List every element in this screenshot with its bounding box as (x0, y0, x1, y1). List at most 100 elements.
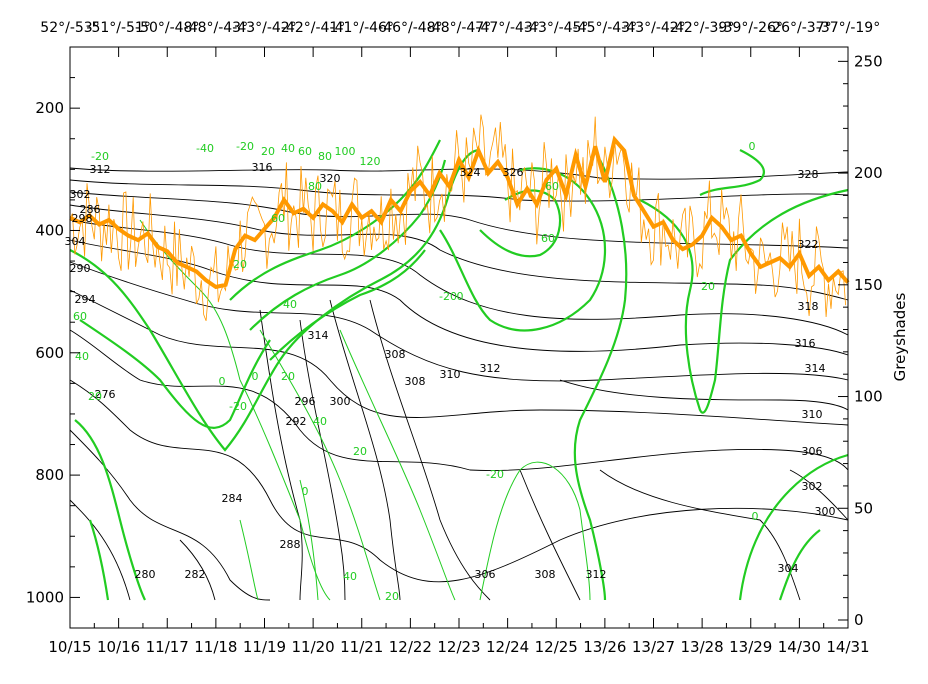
black-contour-label: 316 (795, 337, 816, 350)
green-contour-label: 0 (219, 375, 226, 388)
green-contour-label: 20 (233, 258, 247, 271)
green-contour-label: 40 (343, 570, 357, 583)
bottom-tick-label: 11/18 (194, 638, 237, 656)
green-contour-19 (479, 461, 591, 601)
bottom-tick-label: 12/24 (486, 638, 529, 656)
black-contour-16 (329, 299, 401, 601)
thick-orange-series (69, 135, 850, 290)
left-tick-label: 1000 (26, 588, 64, 606)
green-contour-label: 20 (281, 370, 295, 383)
black-contour-label: 302 (802, 480, 823, 493)
top-tick-label: -50°/-48° (135, 20, 199, 36)
black-contour-label: 282 (185, 568, 206, 581)
green-contour-5 (229, 139, 441, 301)
right-tick-label: 200 (854, 164, 883, 182)
green-contour-10 (573, 159, 628, 601)
bottom-tick-label: 11/19 (243, 638, 286, 656)
black-contour-21 (559, 379, 849, 411)
green-contour-label: -20 (236, 140, 254, 153)
left-tick-label: 800 (35, 466, 64, 484)
bottom-tick-label: 10/16 (97, 638, 140, 656)
black-contour-label: 306 (475, 568, 496, 581)
black-contour-label: 288 (280, 538, 301, 551)
bottom-tick-label: 11/20 (292, 638, 335, 656)
green-contour-label: 20 (353, 445, 367, 458)
green-contour-13 (738, 453, 849, 601)
black-contour-17 (369, 299, 491, 601)
black-contour-label: 322 (798, 238, 819, 251)
green-contour-label: 20 (385, 590, 399, 603)
black-contour-10 (69, 379, 849, 583)
green-contour-label: 60 (73, 310, 87, 323)
green-contour-1 (69, 148, 481, 452)
black-contour-label: 312 (586, 568, 607, 581)
black-contour-18 (519, 469, 581, 601)
green-contour-label: 20 (261, 145, 275, 158)
black-contour-label: 324 (460, 166, 481, 179)
bottom-tick-label: 12/22 (389, 638, 432, 656)
top-tick-label: -51°/-51° (86, 20, 150, 36)
black-contour-label: 304 (778, 562, 799, 575)
black-contour-label: 304 (65, 235, 86, 248)
black-contour-label: 326 (503, 166, 524, 179)
right-axis-title: Greyshades (891, 292, 909, 381)
bottom-tick-label: 14/31 (826, 638, 869, 656)
black-contour-label: 312 (480, 362, 501, 375)
black-contour-label: 292 (286, 415, 307, 428)
black-contour-label: 290 (70, 262, 91, 275)
top-tick-label: -45°/-43° (573, 20, 637, 36)
top-tick-label: -43°/-42° (232, 20, 296, 36)
black-contour-label: 310 (440, 368, 461, 381)
left-tick-label: 400 (35, 221, 64, 239)
black-contours (69, 167, 849, 601)
green-contour-label: 120 (360, 155, 381, 168)
green-contour-12 (699, 149, 765, 196)
green-contour-20 (239, 519, 259, 601)
black-contour-20 (789, 469, 849, 521)
green-contour-21 (299, 479, 319, 601)
black-contour-label: 310 (802, 408, 823, 421)
green-contour-label: 40 (313, 415, 327, 428)
green-contour-4 (88, 519, 110, 601)
left-axis: 200 400 600 800 1000 (26, 77, 80, 629)
top-tick-label: -43°/-45° (524, 20, 588, 36)
green-contour-label: 20 (88, 390, 102, 403)
black-contour-label: 314 (805, 362, 826, 375)
green-contour-2 (79, 319, 271, 429)
black-contour-4 (69, 204, 849, 301)
black-contour-11 (69, 429, 271, 601)
black-contour-label: 280 (135, 568, 156, 581)
bottom-tick-label: 12/23 (437, 638, 480, 656)
green-contour-8 (439, 167, 606, 332)
green-contour-label: 0 (457, 290, 464, 303)
green-contour-label: -20 (91, 150, 109, 163)
right-tick-label: 250 (854, 52, 883, 70)
black-contour-label: 300 (330, 395, 351, 408)
black-contour-label: 328 (798, 168, 819, 181)
green-contour-label: 0 (752, 510, 759, 523)
black-contour-label: 276 (95, 388, 116, 401)
left-tick-label: 600 (35, 344, 64, 362)
green-contour-label: 80 (308, 180, 322, 193)
green-contour-label: 0 (302, 485, 309, 498)
green-contour-7 (269, 249, 426, 361)
green-contour-label: 40 (283, 298, 297, 311)
green-contour-label: 0 (252, 370, 259, 383)
green-contour-label: 20 (701, 280, 715, 293)
top-tick-label: -26°/-37° (767, 20, 831, 36)
black-contour-9 (69, 329, 849, 471)
black-contour-12 (69, 499, 131, 601)
green-contour-label: 60 (271, 212, 285, 225)
right-axis: 0 50 100 150 200 250 (838, 52, 883, 629)
bottom-axis: 10/15 10/16 11/17 11/18 11/19 11/20 11/21 12/22… (48, 618, 870, 656)
top-tick-label: -46°/-48° (378, 20, 442, 36)
black-contour-8 (69, 289, 849, 426)
black-contour-label: 320 (320, 172, 341, 185)
black-contour-label: 318 (798, 300, 819, 313)
black-contour-label: 298 (72, 212, 93, 225)
top-tick-label: -48°/-47° (427, 20, 491, 36)
black-contour-7 (69, 261, 849, 382)
green-contour-label: -40 (196, 142, 214, 155)
